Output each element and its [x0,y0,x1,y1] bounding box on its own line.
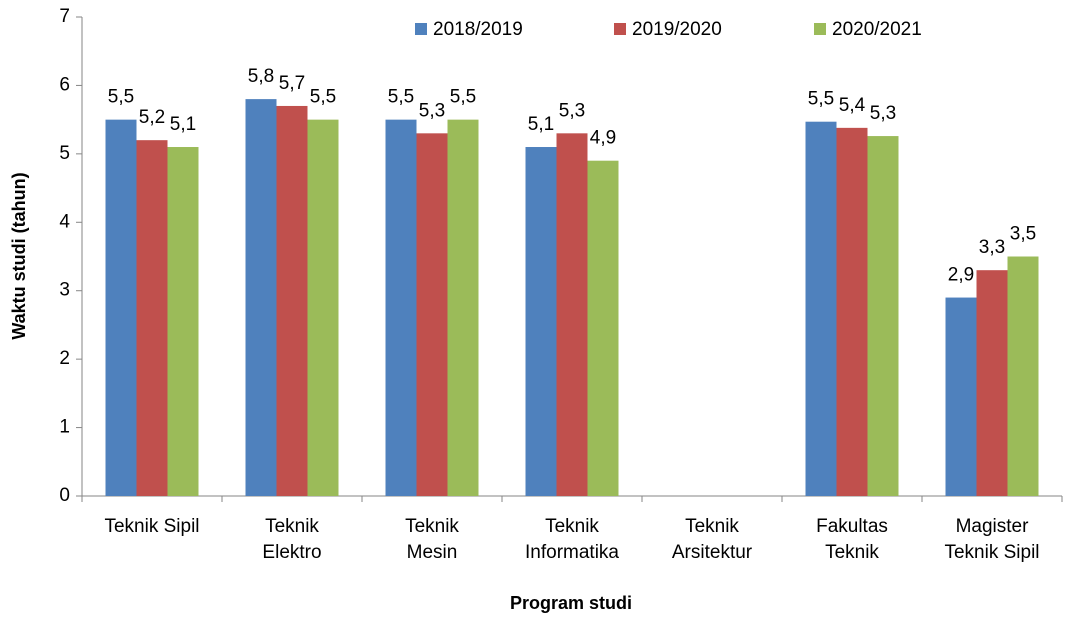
data-label: 3,3 [979,237,1005,258]
data-label: 3,5 [1010,224,1036,245]
data-label: 5,5 [108,87,134,108]
data-label: 5,8 [248,66,274,87]
bar [836,127,868,497]
data-label: 5,2 [139,107,165,128]
data-label: 5,5 [388,87,414,108]
y-tick-label: 5 [59,143,70,164]
bar [105,119,137,497]
bar [245,99,277,496]
data-label: 5,3 [559,100,585,121]
bar [167,147,199,496]
bar [447,119,479,497]
y-tick-label: 1 [59,417,70,438]
data-label: 5,7 [279,73,305,94]
bar [416,133,448,497]
x-tick-line: Arsitektur [672,542,753,563]
bar [385,119,417,497]
y-tick-label: 6 [59,74,70,95]
y-tick-label: 3 [59,280,70,301]
y-tick-label: 0 [59,485,70,506]
y-tick-label: 4 [59,211,70,232]
data-label: 5,1 [528,114,554,135]
x-tick-line: Magister [956,516,1030,537]
x-tick-label: Teknik Informatika [525,516,619,563]
x-tick-line: Teknik [545,516,599,537]
bar [945,297,977,496]
x-tick-label: Teknik Mesin [405,516,459,563]
x-tick-line: Elektro [262,542,321,563]
x-tick-label: Teknik Elektro [262,516,321,563]
data-label: 5,5 [808,89,834,110]
x-tick-line: Teknik Sipil [944,542,1039,563]
data-label: 5,1 [170,114,196,135]
x-tick-line: Teknik [825,542,879,563]
x-tick-label: Magister Teknik Sipil [944,516,1039,563]
data-label: 5,5 [310,87,336,108]
data-label: 4,9 [590,128,616,149]
y-tick-label: 7 [59,6,70,27]
x-axis-title: Program studi [510,593,632,613]
x-tick-line: Teknik [265,516,319,537]
legend-swatch [415,23,427,35]
data-label: 2,9 [948,265,974,286]
bar [1007,256,1039,496]
bar [867,136,899,496]
legend-swatch [614,23,626,35]
legend-swatch [814,23,826,35]
data-label: 5,3 [419,100,445,121]
legend-label: 2019/2020 [632,19,722,40]
x-tick-label: Fakultas Teknik [816,516,888,563]
bar [976,270,1008,496]
bar [276,105,308,496]
y-axis-title: Waktu studi (tahun) [9,172,29,339]
x-tick-label: Teknik Sipil [104,516,199,537]
x-tick-line: Teknik [405,516,459,537]
data-label: 5,5 [450,87,476,108]
legend-label: 2018/2019 [433,19,523,40]
x-tick-line: Fakultas [816,516,888,537]
x-tick-label: Teknik Arsitektur [672,516,753,563]
x-tick-line: Teknik Sipil [104,516,199,537]
legend-label: 2020/2021 [832,19,922,40]
bar [525,147,557,496]
bar [136,140,168,496]
x-tick-line: Teknik [685,516,739,537]
data-label: 5,4 [839,95,866,116]
x-tick-line: Informatika [525,542,619,563]
data-label: 5,3 [870,103,896,124]
x-tick-line: Mesin [407,542,458,563]
y-tick-label: 2 [59,348,70,369]
bar [556,133,588,497]
bar [587,160,619,496]
bar [805,121,837,497]
bar [307,119,339,497]
